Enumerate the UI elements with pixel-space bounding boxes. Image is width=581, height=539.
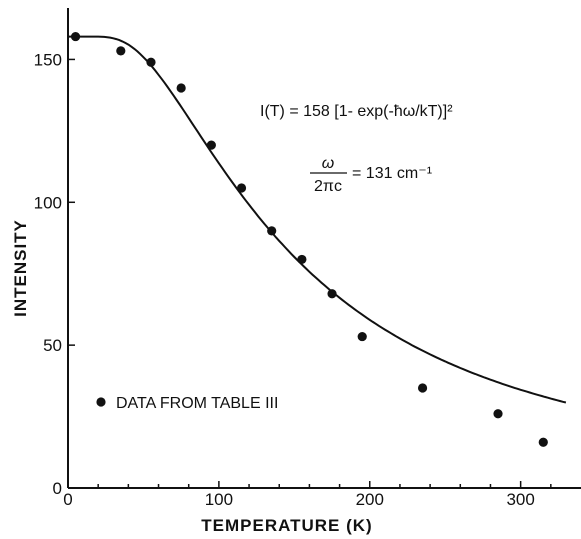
legend-label: DATA FROM TABLE III bbox=[116, 395, 278, 412]
x-axis-title: TEMPERATURE (K) bbox=[201, 516, 372, 535]
x-tick-label: 100 bbox=[205, 490, 233, 509]
data-point bbox=[236, 183, 247, 193]
data-point bbox=[357, 331, 367, 342]
data-point bbox=[176, 83, 186, 93]
data-point bbox=[417, 383, 428, 393]
axes bbox=[67, 8, 581, 489]
x-tick-label: 200 bbox=[356, 490, 384, 509]
y-tick-label: 0 bbox=[53, 479, 62, 498]
x-tick-label: 300 bbox=[506, 490, 534, 509]
y-tick-label: 150 bbox=[34, 50, 62, 69]
data-point bbox=[146, 57, 156, 67]
data-points bbox=[70, 31, 548, 447]
data-point bbox=[116, 46, 126, 56]
data-point bbox=[493, 409, 503, 419]
data-point bbox=[538, 437, 548, 447]
y-tick-label: 50 bbox=[43, 336, 62, 355]
omega-annotation: ω 2πc = 131 cm⁻¹ bbox=[310, 155, 432, 195]
data-point bbox=[70, 31, 81, 42]
data-point bbox=[267, 226, 277, 236]
ticks: 0 100 200 300 0 50 100 150 bbox=[34, 50, 552, 509]
omega-denominator: 2πc bbox=[314, 178, 342, 195]
legend-marker bbox=[96, 397, 106, 407]
y-axis-title: INTENSITY bbox=[11, 219, 30, 317]
x-tick-label: 0 bbox=[63, 490, 72, 509]
data-point bbox=[297, 254, 307, 265]
y-tick-label: 100 bbox=[34, 193, 62, 212]
data-point bbox=[206, 140, 216, 150]
omega-value: = 131 cm⁻¹ bbox=[352, 165, 432, 182]
fit-curve bbox=[68, 35, 567, 404]
legend: DATA FROM TABLE III bbox=[96, 395, 278, 412]
fit-equation: I(T) = 158 [1- exp(-ħω/kT)]² bbox=[260, 103, 453, 120]
omega-numerator: ω bbox=[322, 155, 334, 172]
data-point bbox=[327, 289, 337, 299]
